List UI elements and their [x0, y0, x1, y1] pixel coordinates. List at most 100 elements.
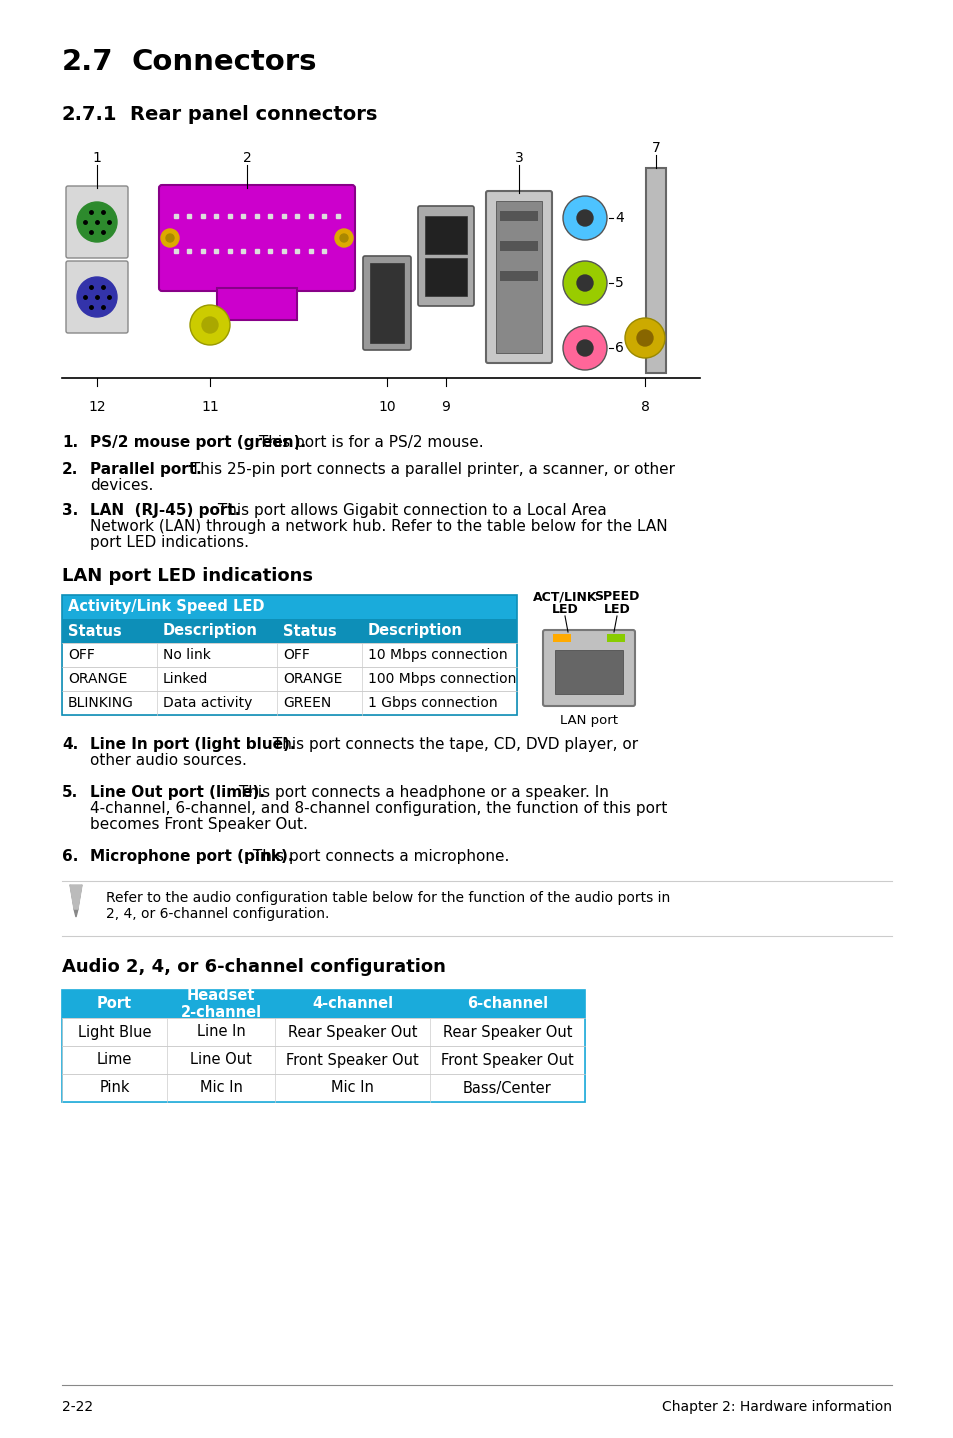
- Text: Mic In: Mic In: [331, 1080, 374, 1096]
- Text: ACT/LINK: ACT/LINK: [532, 590, 597, 603]
- Text: Mic In: Mic In: [199, 1080, 242, 1096]
- Text: LED: LED: [551, 603, 578, 615]
- Polygon shape: [74, 909, 78, 917]
- FancyBboxPatch shape: [66, 262, 128, 334]
- Bar: [62, 643, 517, 667]
- Text: Activity/Link Speed LED: Activity/Link Speed LED: [68, 600, 264, 614]
- Bar: [370, 263, 403, 344]
- Text: SPEED: SPEED: [594, 590, 639, 603]
- Text: Status: Status: [283, 624, 336, 638]
- Text: Description: Description: [163, 624, 257, 638]
- Text: other audio sources.: other audio sources.: [90, 754, 247, 768]
- Text: Audio 2, 4, or 6-channel configuration: Audio 2, 4, or 6-channel configuration: [62, 958, 445, 976]
- Text: Light Blue: Light Blue: [77, 1024, 152, 1040]
- Text: 3.: 3.: [62, 503, 78, 518]
- Text: 1.: 1.: [62, 436, 78, 450]
- Bar: [499, 211, 537, 221]
- Text: Lime: Lime: [96, 1053, 132, 1067]
- Text: LAN port LED indications: LAN port LED indications: [62, 567, 313, 585]
- Text: 6-channel: 6-channel: [466, 997, 547, 1011]
- Text: 2.: 2.: [62, 462, 78, 477]
- Text: 5.: 5.: [62, 785, 78, 800]
- Circle shape: [339, 234, 348, 242]
- Text: 7: 7: [651, 141, 659, 155]
- Text: Line In port (light blue).: Line In port (light blue).: [90, 738, 295, 752]
- Text: Line In: Line In: [196, 1024, 245, 1040]
- Text: OFF: OFF: [283, 649, 310, 661]
- Text: Connectors: Connectors: [132, 47, 317, 76]
- Bar: [424, 216, 467, 255]
- Text: Network (LAN) through a network hub. Refer to the table below for the LAN: Network (LAN) through a network hub. Ref…: [90, 519, 667, 533]
- Text: Rear Speaker Out: Rear Speaker Out: [442, 1024, 572, 1040]
- Text: 4-channel, 6-channel, and 8-channel configuration, the function of this port: 4-channel, 6-channel, and 8-channel conf…: [90, 801, 667, 815]
- Text: 6: 6: [615, 341, 623, 355]
- Text: Microphone port (pink).: Microphone port (pink).: [90, 848, 294, 864]
- Text: 6.: 6.: [62, 848, 78, 864]
- Text: Data activity: Data activity: [163, 696, 253, 710]
- Bar: [499, 270, 537, 280]
- Bar: [62, 692, 517, 715]
- Text: This port connects a microphone.: This port connects a microphone.: [247, 848, 508, 864]
- Text: This 25-pin port connects a parallel printer, a scanner, or other: This 25-pin port connects a parallel pri…: [186, 462, 674, 477]
- Circle shape: [190, 305, 230, 345]
- FancyBboxPatch shape: [485, 191, 552, 362]
- Text: 1: 1: [92, 151, 101, 165]
- Circle shape: [562, 262, 606, 305]
- Text: Rear panel connectors: Rear panel connectors: [130, 105, 377, 124]
- Bar: [62, 1074, 584, 1102]
- Text: devices.: devices.: [90, 477, 153, 493]
- Circle shape: [335, 229, 353, 247]
- Text: Front Speaker Out: Front Speaker Out: [440, 1053, 574, 1067]
- Bar: [424, 257, 467, 296]
- Text: 12: 12: [88, 400, 106, 414]
- Text: Port: Port: [97, 997, 132, 1011]
- Text: 3: 3: [514, 151, 523, 165]
- Text: 4.: 4.: [62, 738, 78, 752]
- Bar: [62, 595, 517, 715]
- Circle shape: [624, 318, 664, 358]
- Text: 9: 9: [441, 400, 450, 414]
- Text: 100 Mbps connection: 100 Mbps connection: [368, 672, 516, 686]
- Circle shape: [562, 326, 606, 370]
- Bar: [62, 1045, 584, 1074]
- Text: LAN  (RJ-45) port.: LAN (RJ-45) port.: [90, 503, 240, 518]
- Text: OFF: OFF: [68, 649, 94, 661]
- Text: 5: 5: [615, 276, 623, 290]
- Text: This port allows Gigabit connection to a Local Area: This port allows Gigabit connection to a…: [213, 503, 606, 518]
- Text: Linked: Linked: [163, 672, 208, 686]
- Text: Rear Speaker Out: Rear Speaker Out: [288, 1024, 416, 1040]
- Bar: [216, 288, 296, 321]
- FancyBboxPatch shape: [542, 630, 635, 706]
- Text: 8: 8: [639, 400, 649, 414]
- Text: 10: 10: [377, 400, 395, 414]
- Text: Status: Status: [68, 624, 122, 638]
- Text: No link: No link: [163, 649, 211, 661]
- Text: ORANGE: ORANGE: [68, 672, 128, 686]
- Bar: [62, 989, 584, 1102]
- Bar: [496, 201, 541, 352]
- Text: LAN port: LAN port: [559, 715, 618, 728]
- Bar: [62, 667, 517, 692]
- Text: GREEN: GREEN: [283, 696, 331, 710]
- Bar: [555, 650, 622, 695]
- Text: LED: LED: [603, 603, 630, 615]
- Bar: [499, 242, 537, 252]
- Bar: [62, 989, 584, 1018]
- Text: Line Out port (lime).: Line Out port (lime).: [90, 785, 265, 800]
- Text: 2: 2: [242, 151, 251, 165]
- Text: becomes Front Speaker Out.: becomes Front Speaker Out.: [90, 817, 308, 833]
- Circle shape: [161, 229, 179, 247]
- Bar: [62, 618, 517, 643]
- FancyBboxPatch shape: [417, 206, 474, 306]
- Circle shape: [77, 201, 117, 242]
- Bar: [62, 1018, 584, 1045]
- Text: Pink: Pink: [99, 1080, 130, 1096]
- Text: PS/2 mouse port (green).: PS/2 mouse port (green).: [90, 436, 306, 450]
- FancyBboxPatch shape: [66, 186, 128, 257]
- Text: 4-channel: 4-channel: [312, 997, 393, 1011]
- Text: Parallel port.: Parallel port.: [90, 462, 201, 477]
- Text: Front Speaker Out: Front Speaker Out: [286, 1053, 418, 1067]
- Text: Chapter 2: Hardware information: Chapter 2: Hardware information: [661, 1401, 891, 1414]
- FancyBboxPatch shape: [159, 186, 355, 290]
- Circle shape: [577, 275, 593, 290]
